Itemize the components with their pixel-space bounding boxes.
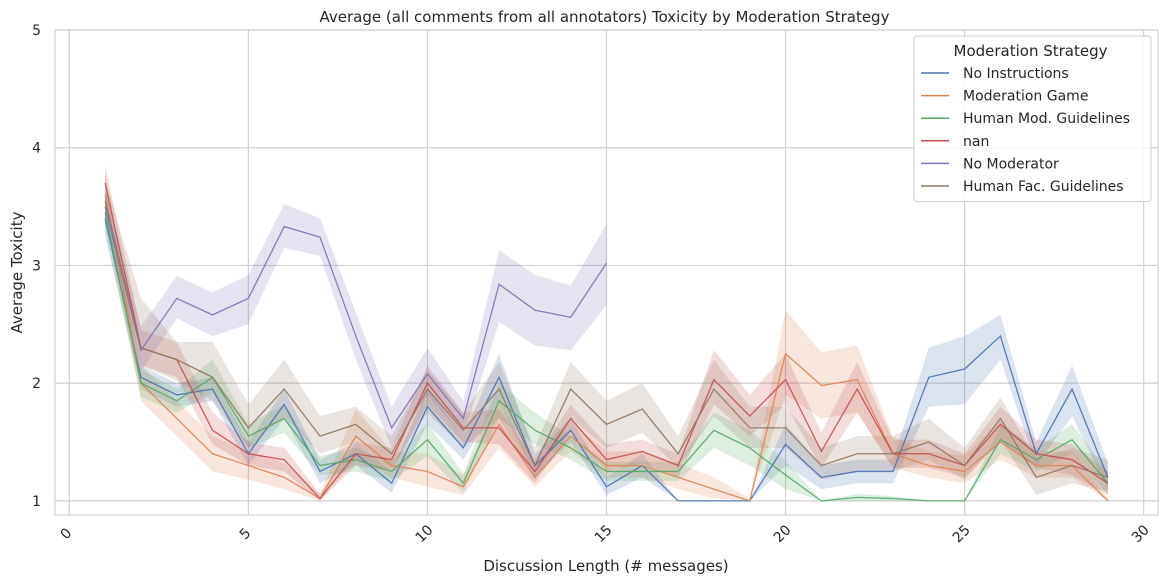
y-tick-label: 2 bbox=[32, 376, 41, 392]
y-axis-title: Average Toxicity bbox=[8, 211, 26, 333]
y-tick-label: 5 bbox=[32, 23, 41, 39]
x-tick-label: 15 bbox=[592, 522, 616, 546]
legend: Moderation Strategy No Instructions Moder… bbox=[913, 35, 1152, 203]
legend-box bbox=[913, 35, 1152, 203]
y-tick-label: 3 bbox=[32, 258, 41, 274]
confidence-band bbox=[105, 171, 1108, 501]
x-tick-label: 10 bbox=[413, 522, 437, 546]
series-line bbox=[104, 194, 1109, 502]
series-line bbox=[104, 206, 608, 430]
x-tick-label: 20 bbox=[771, 522, 795, 546]
chart-title: Average (all comments from all annotator… bbox=[320, 8, 890, 26]
confidence-band bbox=[105, 188, 607, 448]
legend-label: nan bbox=[963, 134, 989, 150]
series-line bbox=[104, 218, 1109, 502]
x-tick-label: 5 bbox=[237, 525, 255, 543]
confidence-bands bbox=[105, 165, 1108, 501]
legend-title: Moderation Strategy bbox=[954, 42, 1108, 60]
legend-label: No Instructions bbox=[963, 66, 1069, 82]
y-tick-label: 4 bbox=[32, 141, 41, 157]
x-tick-label: 30 bbox=[1129, 522, 1153, 546]
plot-frame bbox=[54, 29, 1159, 516]
legend-label: Human Mod. Guidelines bbox=[963, 111, 1130, 127]
series-line bbox=[104, 212, 1109, 502]
legend-label: Moderation Game bbox=[963, 89, 1088, 105]
series-line bbox=[104, 182, 1109, 500]
x-tick-label: 25 bbox=[950, 522, 974, 546]
legend-label: No Moderator bbox=[963, 156, 1059, 172]
series-line bbox=[104, 200, 1109, 479]
series-lines bbox=[104, 182, 1109, 502]
confidence-band bbox=[105, 180, 1108, 495]
legend-label: Human Fac. Guidelines bbox=[963, 179, 1124, 195]
y-tick-label: 1 bbox=[32, 494, 41, 510]
x-tick-label: 0 bbox=[58, 525, 76, 543]
x-axis-title: Discussion Length (# messages) bbox=[483, 557, 728, 575]
